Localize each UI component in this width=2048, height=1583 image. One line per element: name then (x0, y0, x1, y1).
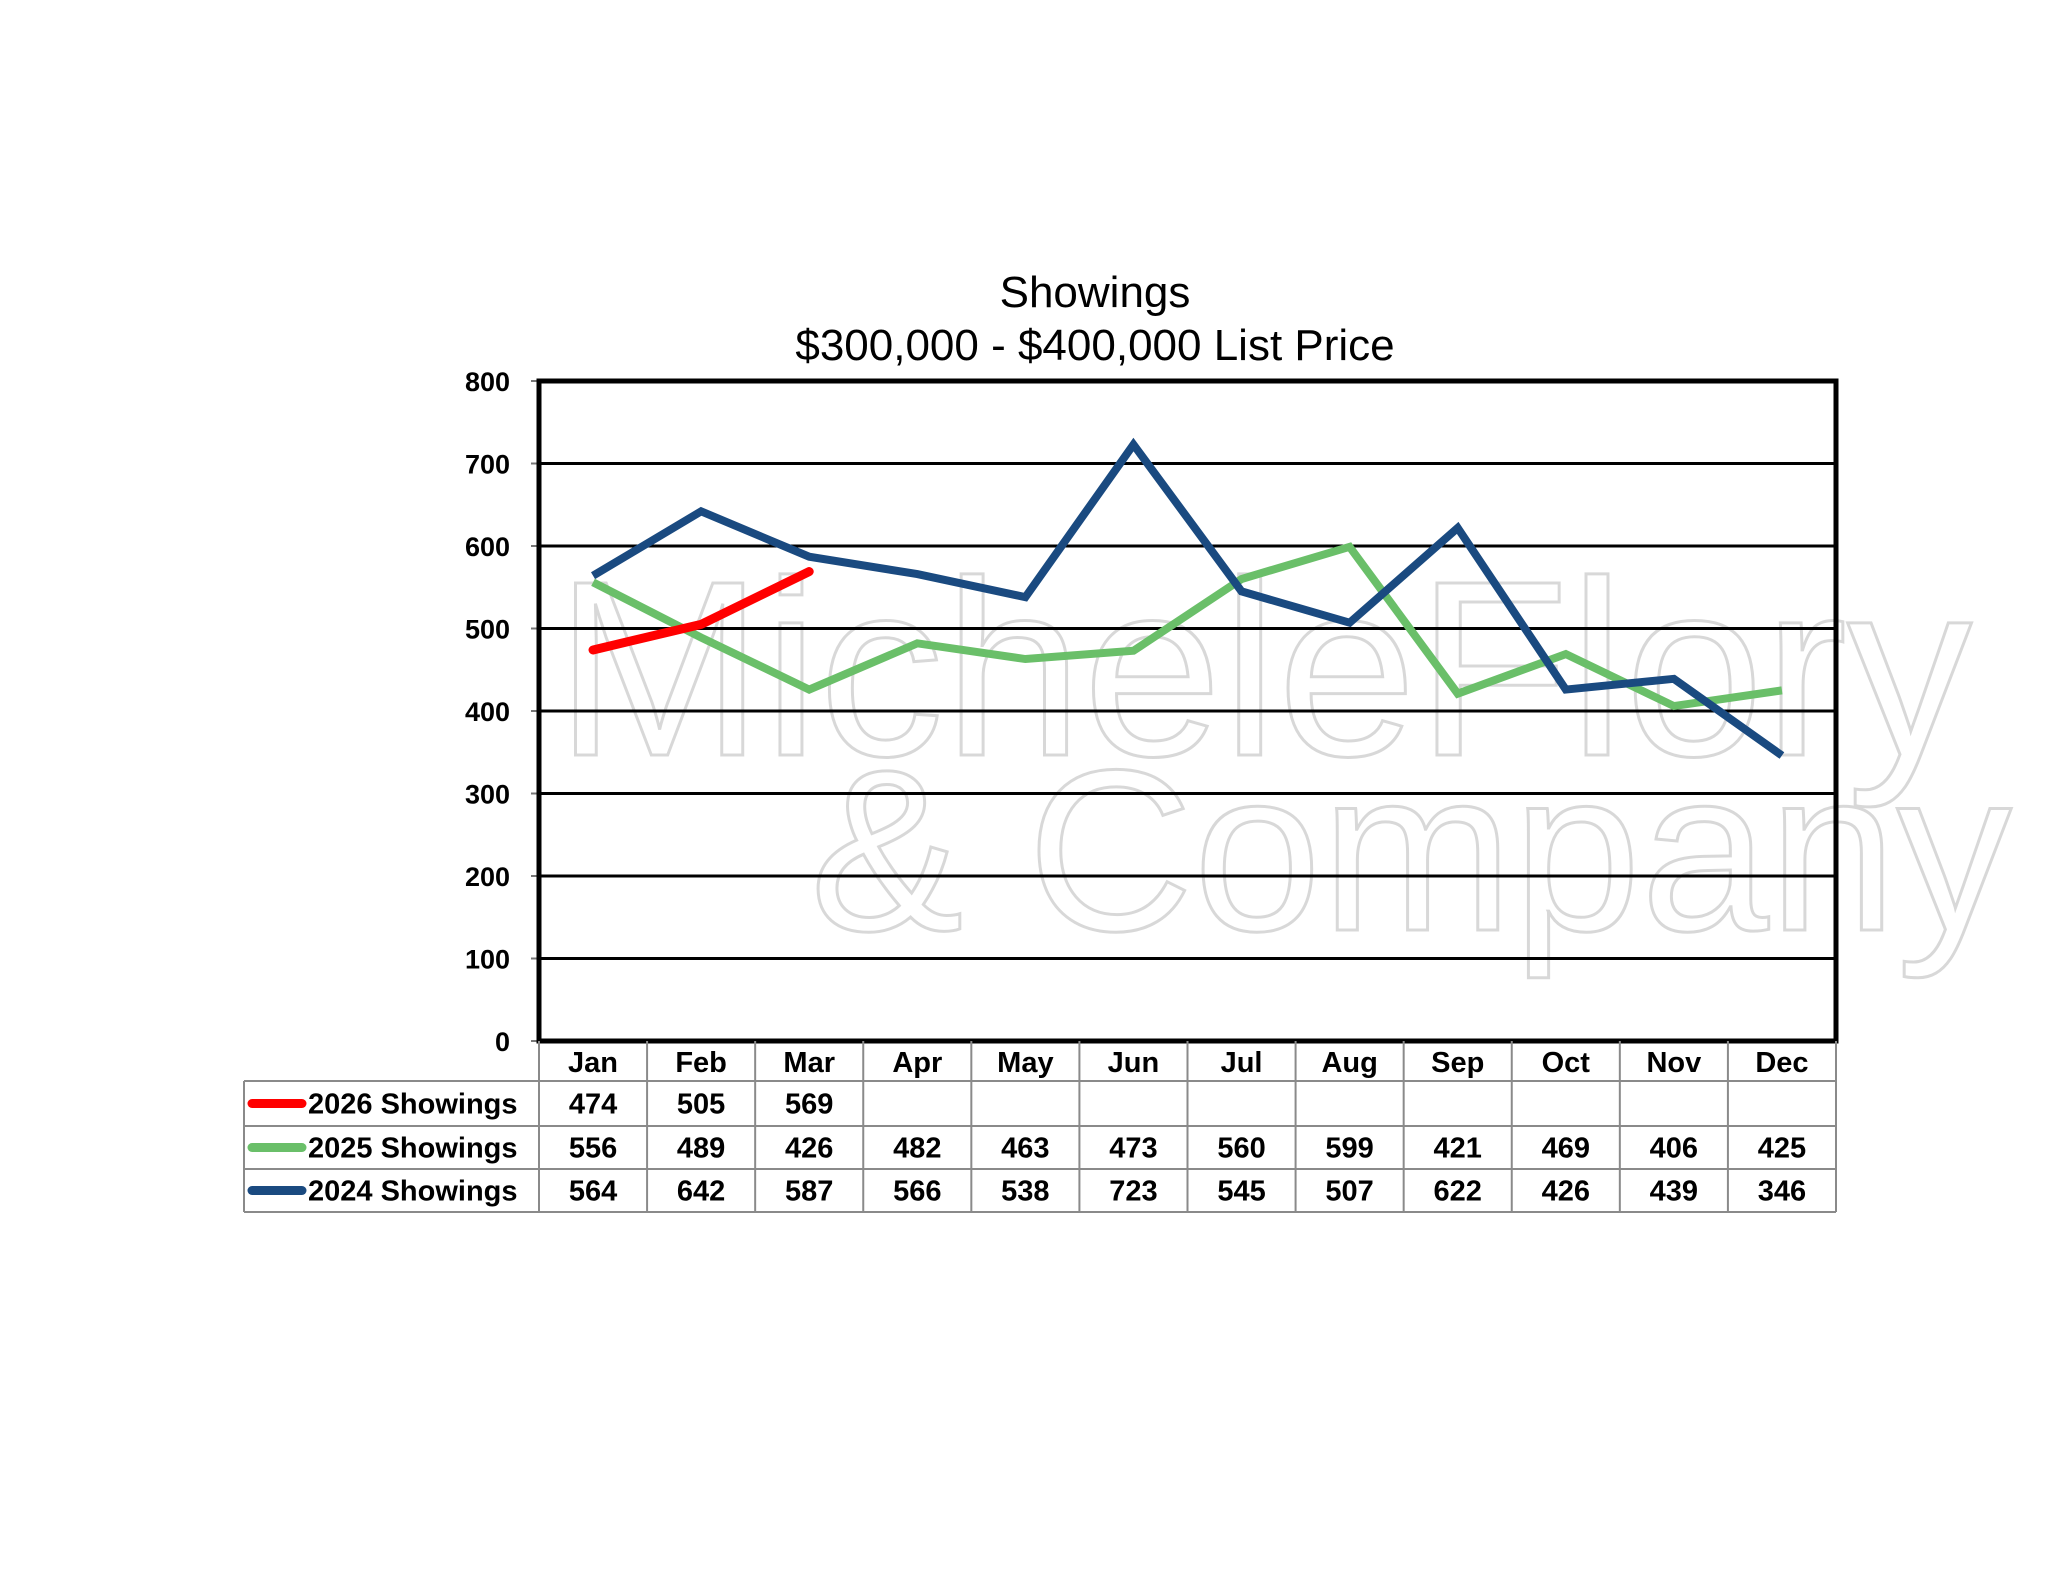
table-cell-value: 425 (1758, 1133, 1806, 1165)
series-line-2024 (590, 437, 1785, 759)
series-line-2025 (591, 542, 1783, 711)
table-cell-value: 489 (677, 1133, 725, 1165)
table-cell-value: 463 (1001, 1133, 1049, 1165)
table-cell-value: 560 (1217, 1133, 1265, 1165)
x-category-label: Sep (1431, 1047, 1484, 1079)
x-category-label: Feb (675, 1047, 727, 1079)
table-cell-value: 421 (1434, 1133, 1482, 1165)
x-category-label: Nov (1646, 1047, 1701, 1079)
y-tick-label: 400 (465, 697, 510, 727)
y-tick-label: 300 (465, 780, 510, 810)
table-cell-value: 642 (677, 1176, 725, 1208)
y-tick-label: 700 (465, 450, 510, 480)
x-category-label: May (997, 1047, 1053, 1079)
legend-label: 2024 Showings (308, 1176, 518, 1208)
x-category-label: Mar (783, 1047, 835, 1079)
chart-title: Showings (1000, 268, 1191, 317)
y-tick-label: 0 (495, 1027, 510, 1057)
legend-label: 2026 Showings (308, 1089, 518, 1121)
series-line-2026 (588, 567, 814, 655)
y-tick-label: 600 (465, 532, 510, 562)
table-cell-value: 723 (1109, 1176, 1157, 1208)
y-tick-label: 800 (465, 367, 510, 397)
table-cell-value: 482 (893, 1133, 941, 1165)
table-cell-value: 587 (785, 1176, 833, 1208)
table-cell-value: 474 (569, 1089, 617, 1121)
table-cell-value: 426 (785, 1133, 833, 1165)
table-cell-value: 505 (677, 1089, 725, 1121)
y-tick-label: 100 (465, 945, 510, 975)
table-cell-value: 599 (1325, 1133, 1373, 1165)
legend-label: 2025 Showings (308, 1133, 518, 1165)
table-cell-value: 556 (569, 1133, 617, 1165)
table-cell-value: 538 (1001, 1176, 1049, 1208)
x-category-label: Dec (1755, 1047, 1808, 1079)
table-cell-value: 439 (1650, 1176, 1698, 1208)
table-cell-value: 622 (1434, 1176, 1482, 1208)
x-category-label: Aug (1321, 1047, 1377, 1079)
table-cell-value: 473 (1109, 1133, 1157, 1165)
x-category-label: Jan (568, 1047, 618, 1079)
table-cell-value: 426 (1542, 1176, 1590, 1208)
watermark-logo: MicheleFlory & Company (554, 528, 2014, 981)
x-category-label: Jul (1221, 1047, 1263, 1079)
table-cell-value: 469 (1542, 1133, 1590, 1165)
x-category-label: Jun (1108, 1047, 1160, 1079)
table-cell-value: 507 (1325, 1176, 1373, 1208)
table-cell-value: 346 (1758, 1176, 1806, 1208)
chart-subtitle: $300,000 - $400,000 List Price (795, 321, 1394, 370)
table-cell-value: 564 (569, 1176, 617, 1208)
table-cell-value: 566 (893, 1176, 941, 1208)
table-cell-value: 406 (1650, 1133, 1698, 1165)
y-tick-label: 500 (465, 615, 510, 645)
x-category-label: Apr (892, 1047, 942, 1079)
y-tick-label: 200 (465, 862, 510, 892)
table-cell-value: 545 (1217, 1176, 1265, 1208)
watermark-text-2: & Company (810, 722, 2012, 979)
table-cell-value: 569 (785, 1089, 833, 1121)
x-category-label: Oct (1542, 1047, 1591, 1079)
